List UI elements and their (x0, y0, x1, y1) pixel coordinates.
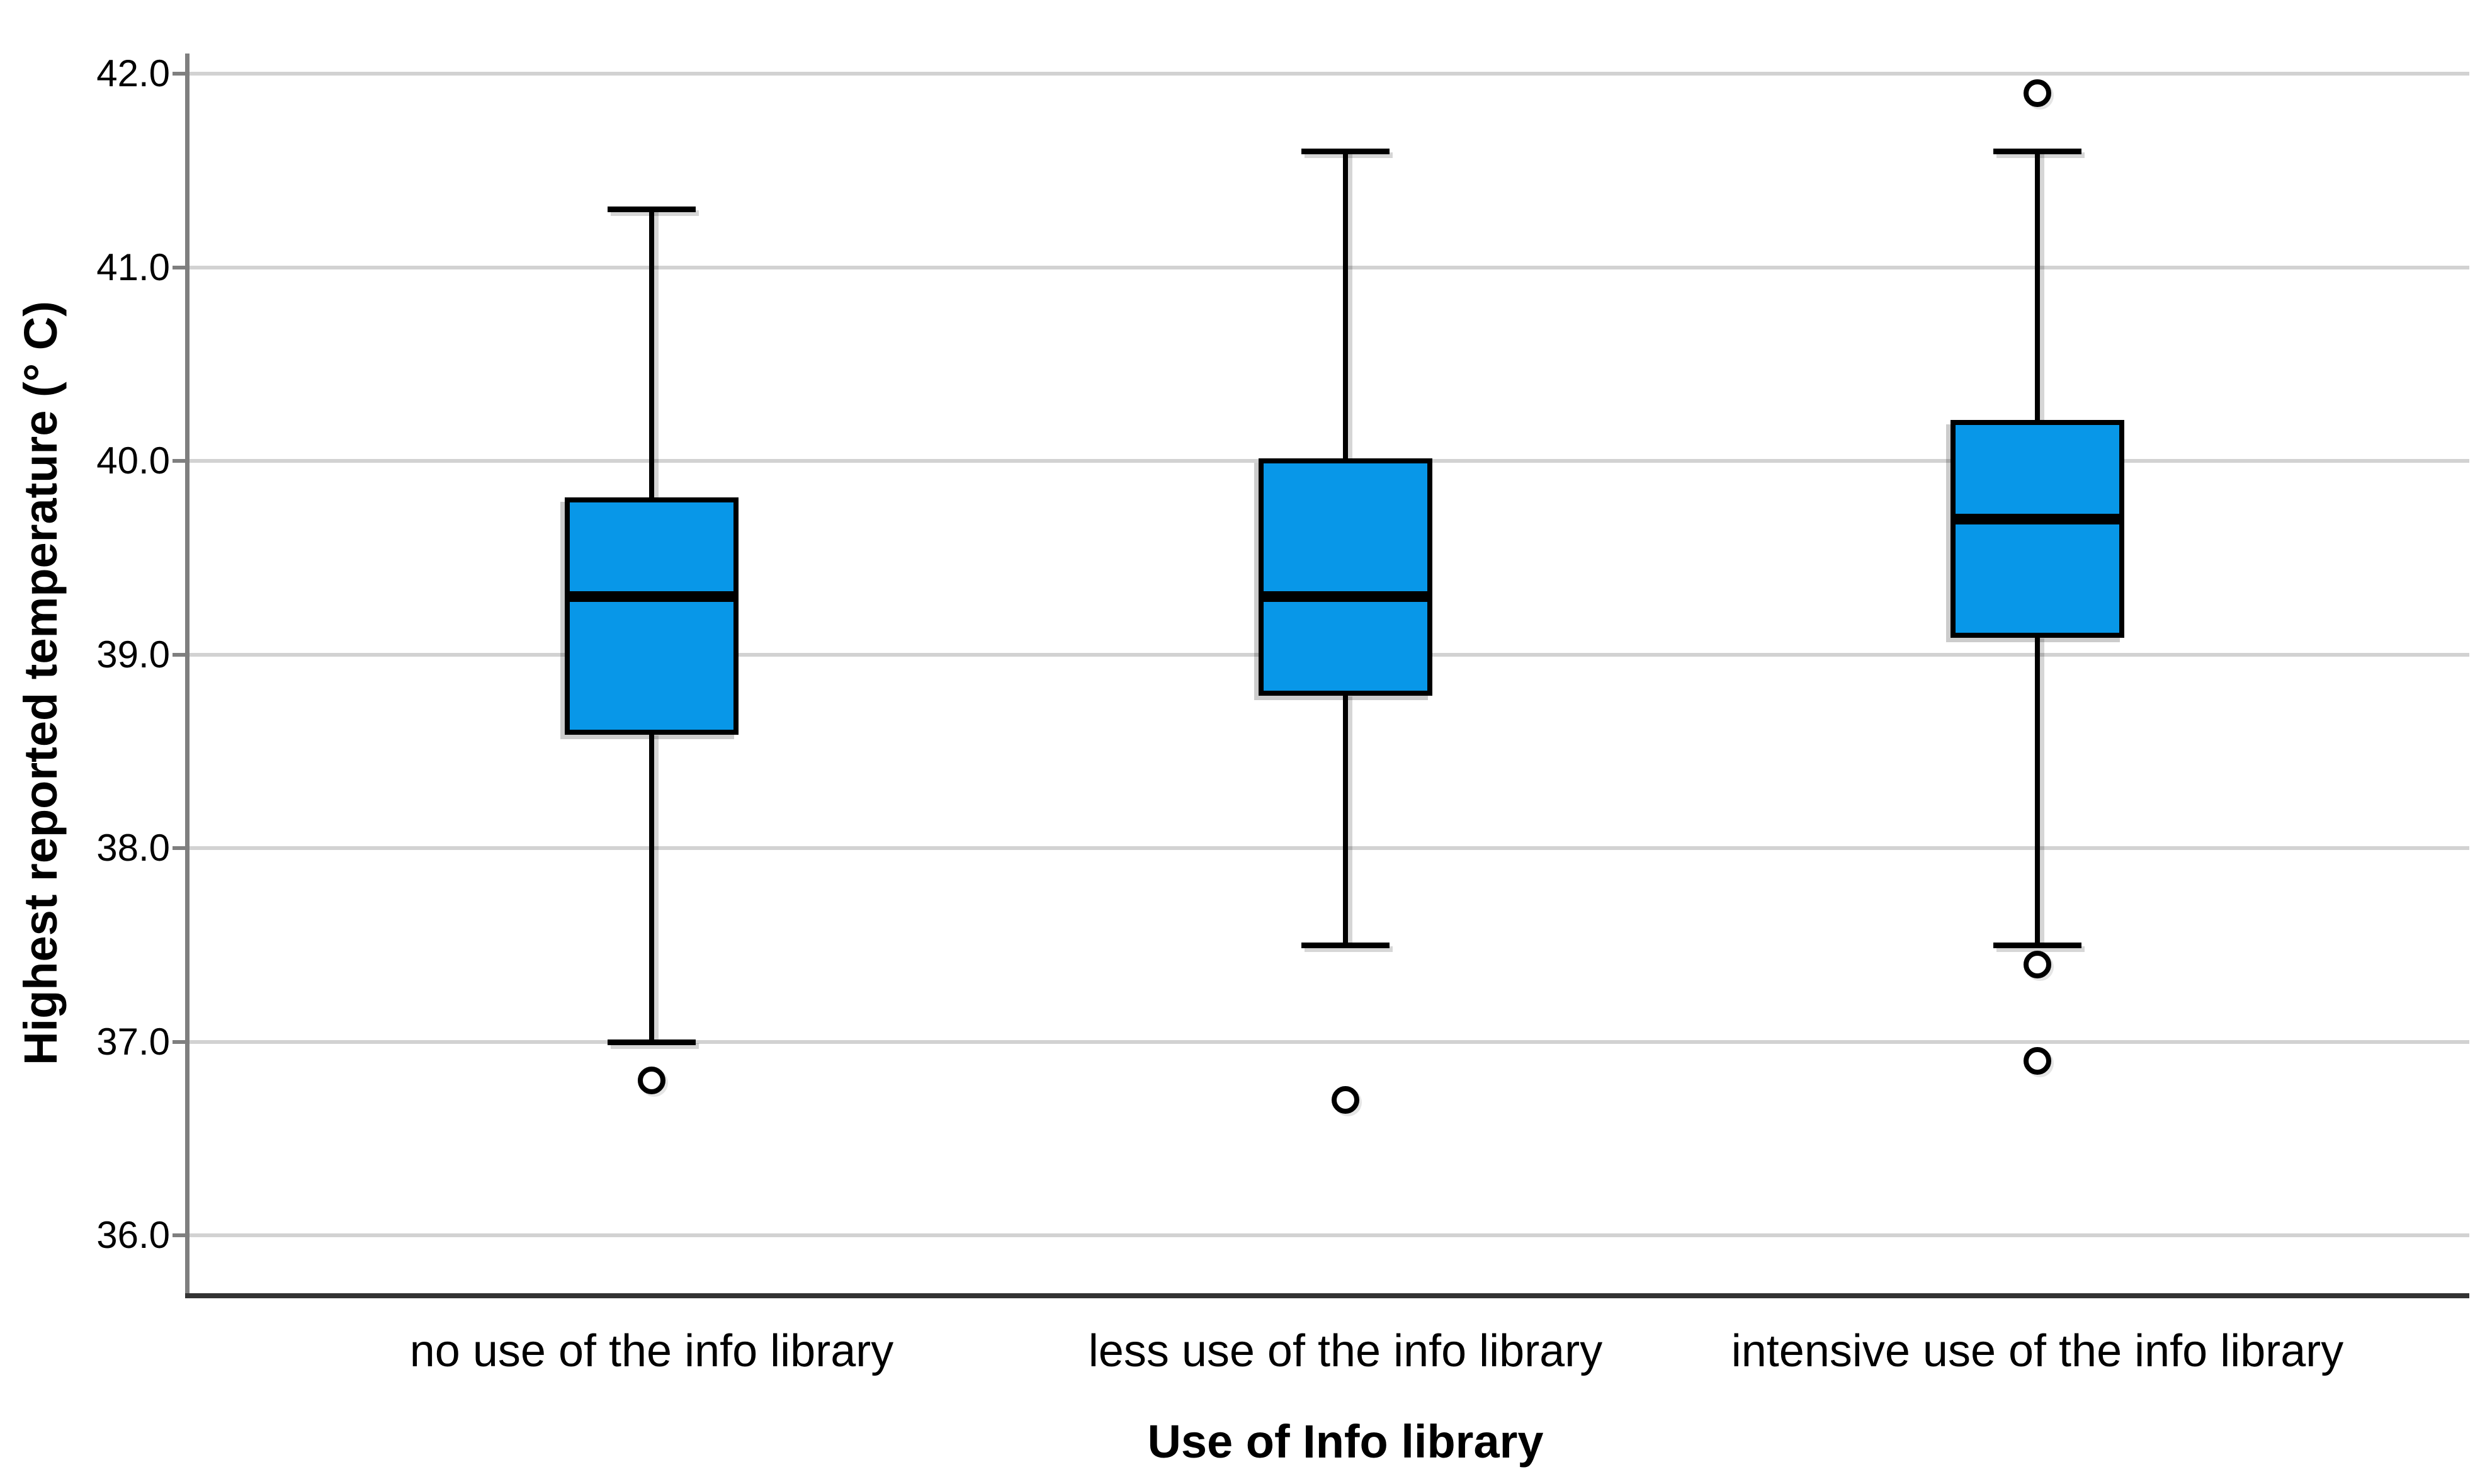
lower-whisker-cap (1993, 942, 2081, 948)
y-tick-mark (173, 846, 185, 850)
upper-whisker-line (649, 209, 654, 500)
y-tick-mark (173, 72, 185, 76)
upper-whisker-line (2035, 151, 2040, 422)
outlier-point (638, 1067, 665, 1094)
median-line (1956, 514, 2119, 525)
x-category-label: intensive use of the info library (1731, 1326, 2344, 1376)
y-tick-label: 36.0 (96, 1214, 170, 1256)
gridline (190, 846, 2469, 850)
gridline (190, 1039, 2469, 1044)
outlier-point (2024, 950, 2051, 978)
x-axis-title: Use of Info library (1147, 1415, 1544, 1468)
upper-whisker-line (1343, 151, 1348, 461)
lower-whisker-line (649, 732, 654, 1042)
y-axis-line (185, 54, 190, 1298)
upper-whisker-cap (1301, 149, 1390, 154)
lower-whisker-line (2035, 635, 2040, 945)
upper-whisker-cap (1993, 149, 2081, 154)
median-line (1264, 591, 1427, 603)
outlier-point (2024, 1047, 2051, 1075)
gridline (190, 72, 2469, 76)
y-tick-mark (173, 1233, 185, 1237)
y-tick-label: 42.0 (96, 52, 170, 94)
y-tick-label: 38.0 (96, 827, 170, 869)
iqr-box (1951, 419, 2124, 638)
x-axis-line (185, 1293, 2469, 1298)
upper-whisker-cap (608, 207, 696, 213)
iqr-box (565, 497, 739, 735)
gridline (190, 1233, 2469, 1237)
y-tick-mark (173, 265, 185, 269)
y-tick-label: 39.0 (96, 633, 170, 676)
iqr-box (1259, 458, 1432, 696)
lower-whisker-cap (608, 1039, 696, 1045)
y-tick-label: 40.0 (96, 439, 170, 482)
median-line (570, 591, 733, 603)
gridline (190, 265, 2469, 269)
y-tick-label: 41.0 (96, 246, 170, 288)
y-tick-label: 37.0 (96, 1020, 170, 1063)
x-category-label: no use of the info library (409, 1326, 894, 1376)
y-tick-mark (173, 459, 185, 463)
lower-whisker-cap (1301, 942, 1390, 948)
x-category-label: less use of the info library (1088, 1326, 1603, 1376)
lower-whisker-line (1343, 693, 1348, 945)
outlier-point (1332, 1085, 1359, 1114)
y-tick-mark (173, 652, 185, 657)
y-tick-mark (173, 1039, 185, 1044)
outlier-point (2024, 79, 2051, 107)
